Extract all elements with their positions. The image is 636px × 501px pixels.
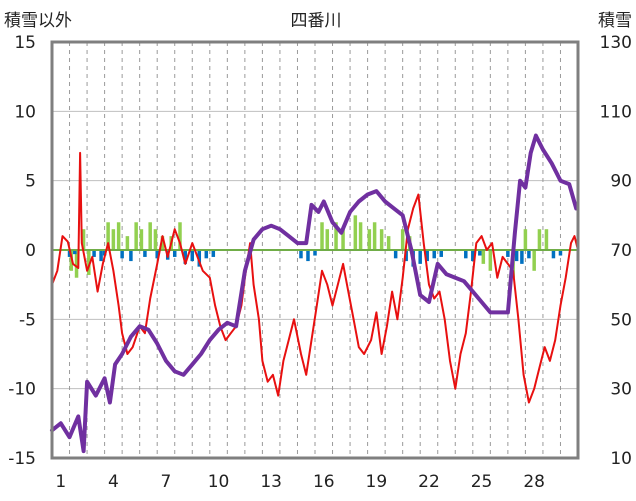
bar-1-12 bbox=[190, 250, 195, 262]
y-axis-label-left: 積雪以外 bbox=[4, 11, 72, 31]
bar-1-5 bbox=[120, 250, 124, 259]
y-right-tick-6: 130 bbox=[600, 33, 632, 53]
y-left-tick-5: 10 bbox=[14, 102, 36, 122]
bar-1-6 bbox=[129, 250, 133, 262]
bar-1-4 bbox=[102, 250, 107, 256]
bar-1-10 bbox=[172, 250, 177, 257]
bar-0-12 bbox=[160, 236, 165, 250]
bar-1-24 bbox=[432, 250, 436, 259]
bar-0-33 bbox=[544, 229, 549, 250]
bar-1-1 bbox=[73, 250, 77, 255]
bar-0-32 bbox=[537, 229, 542, 250]
y-left-tick-3: 0 bbox=[25, 241, 36, 261]
bar-0-31 bbox=[532, 250, 536, 271]
series-line-1 bbox=[50, 133, 579, 454]
y-axis-right-ticks: 10 30 50 70 90 110 130 bbox=[600, 33, 632, 469]
y-right-tick-1: 30 bbox=[610, 380, 632, 400]
bar-0-28 bbox=[488, 250, 493, 271]
y-left-tick-0: -15 bbox=[8, 449, 36, 469]
bar-0-23 bbox=[379, 229, 384, 250]
bar-1-26 bbox=[464, 250, 468, 259]
bar-0-6 bbox=[116, 222, 121, 250]
bar-1-34 bbox=[558, 250, 563, 256]
x-tick-3: 10 bbox=[208, 472, 230, 492]
y-right-tick-0: 10 bbox=[610, 449, 632, 469]
bar-0-20 bbox=[358, 222, 363, 250]
bar-1-16 bbox=[299, 250, 303, 259]
bar-0-25 bbox=[400, 229, 405, 250]
bar-0-11 bbox=[153, 229, 158, 250]
bar-0-27 bbox=[481, 250, 486, 264]
y-right-tick-2: 50 bbox=[610, 310, 632, 330]
bar-0-30 bbox=[523, 229, 528, 250]
bar-0-17 bbox=[334, 222, 338, 250]
bar-1-7 bbox=[143, 250, 147, 257]
bar-0-21 bbox=[367, 229, 372, 250]
bar-1-32 bbox=[527, 250, 531, 259]
bar-1-8 bbox=[155, 250, 159, 259]
x-tick-7: 22 bbox=[418, 472, 440, 492]
bar-0-7 bbox=[125, 236, 130, 250]
bar-0-5 bbox=[111, 229, 116, 250]
bar-1-14 bbox=[204, 250, 209, 259]
bar-1-20 bbox=[404, 250, 408, 262]
bar-0-8 bbox=[134, 222, 138, 250]
bar-1-25 bbox=[439, 250, 443, 257]
x-tick-6: 19 bbox=[366, 472, 388, 492]
chart-title: 四番川 bbox=[291, 11, 342, 31]
data-lines bbox=[50, 133, 579, 454]
y-right-tick-4: 90 bbox=[610, 172, 632, 192]
bar-1-13 bbox=[197, 250, 202, 267]
bar-1-11 bbox=[183, 250, 188, 264]
x-tick-5: 16 bbox=[313, 472, 335, 492]
bar-1-19 bbox=[393, 250, 398, 259]
bar-0-4 bbox=[106, 222, 110, 250]
bar-0-19 bbox=[353, 215, 358, 250]
x-tick-8: 25 bbox=[471, 472, 493, 492]
y-left-tick-1: -10 bbox=[8, 380, 36, 400]
y-left-tick-6: 15 bbox=[14, 33, 36, 53]
bar-0-2 bbox=[81, 229, 86, 250]
series-line-0 bbox=[51, 151, 579, 404]
x-tick-9: 28 bbox=[523, 472, 545, 492]
bar-0-1 bbox=[74, 250, 79, 278]
bar-0-22 bbox=[372, 222, 377, 250]
y-left-tick-4: 5 bbox=[25, 172, 36, 192]
bar-1-28 bbox=[478, 250, 482, 256]
bar-1-3 bbox=[99, 250, 103, 262]
bar-0-18 bbox=[341, 229, 345, 250]
y-right-tick-3: 70 bbox=[610, 241, 632, 261]
bar-1-23 bbox=[425, 250, 429, 262]
bar-1-15 bbox=[211, 250, 216, 257]
x-tick-2: 7 bbox=[161, 472, 172, 492]
x-tick-4: 13 bbox=[260, 472, 282, 492]
x-tick-0: 1 bbox=[55, 472, 66, 492]
bar-1-27 bbox=[471, 250, 475, 262]
y-right-tick-5: 110 bbox=[600, 102, 632, 122]
bar-0-16 bbox=[325, 229, 330, 250]
y-axis-left-ticks: -15 -10 -5 0 5 10 15 bbox=[8, 33, 36, 469]
bar-1-17 bbox=[306, 250, 310, 262]
bar-1-29 bbox=[506, 250, 510, 257]
x-axis-ticks: 1 4 7 10 13 16 19 22 25 28 bbox=[55, 472, 545, 492]
bar-0-10 bbox=[148, 222, 152, 250]
plot-frame bbox=[50, 40, 580, 460]
bar-0-15 bbox=[320, 222, 324, 250]
bar-1-2 bbox=[92, 250, 96, 257]
y-axis-label-right: 積雪 bbox=[598, 11, 632, 31]
bar-1-31 bbox=[520, 250, 524, 264]
bar-1-33 bbox=[551, 250, 556, 259]
bar-1-30 bbox=[514, 250, 519, 262]
bar-0-24 bbox=[386, 236, 391, 250]
bar-0-3 bbox=[87, 250, 91, 275]
bar-0-14 bbox=[178, 222, 182, 250]
bar-1-22 bbox=[418, 250, 422, 264]
y-left-tick-2: -5 bbox=[19, 310, 36, 330]
bar-1-18 bbox=[313, 250, 317, 256]
bar-0-9 bbox=[139, 229, 144, 250]
x-tick-1: 4 bbox=[108, 472, 119, 492]
